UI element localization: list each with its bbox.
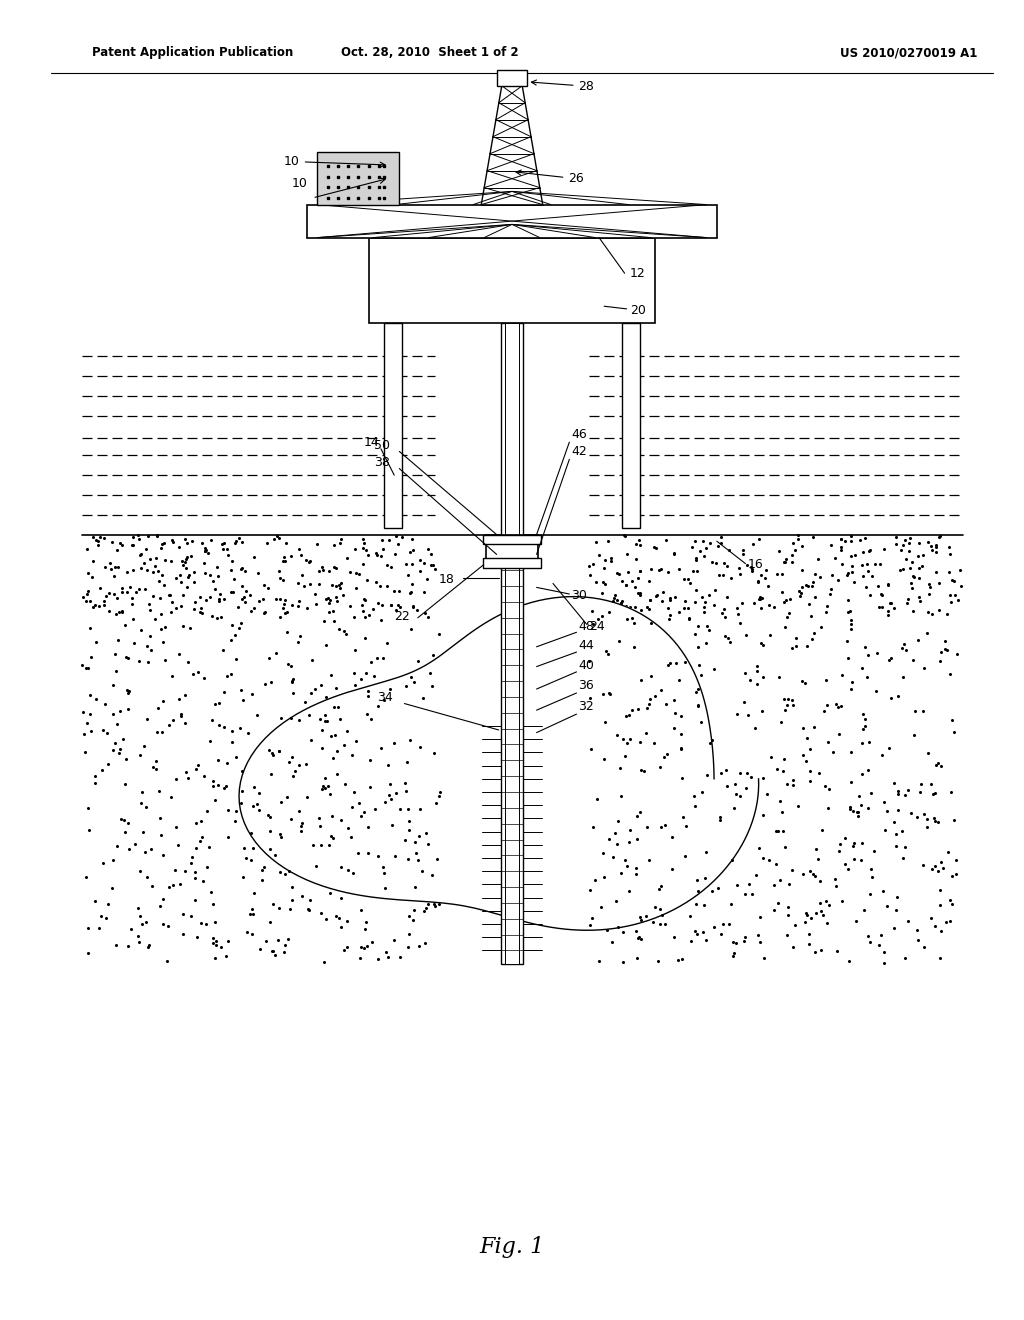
Text: 50: 50 [374, 438, 390, 451]
Text: 38: 38 [374, 455, 390, 469]
Text: 32: 32 [579, 700, 594, 713]
Bar [307, 205, 717, 238]
Text: 44: 44 [579, 639, 594, 652]
Text: 20: 20 [630, 304, 646, 317]
Bar [317, 152, 399, 205]
Text: 24: 24 [589, 619, 604, 632]
Text: 16: 16 [748, 557, 763, 570]
Bar [497, 70, 527, 86]
Bar [486, 535, 538, 568]
Text: 10: 10 [284, 154, 385, 168]
Bar [501, 323, 523, 964]
Bar [622, 323, 640, 528]
Text: 10: 10 [292, 177, 308, 190]
Text: 48: 48 [579, 619, 595, 632]
Text: 36: 36 [579, 678, 594, 692]
Bar [506, 323, 518, 964]
Text: 18: 18 [438, 573, 455, 586]
Text: 22: 22 [394, 610, 410, 623]
Text: 46: 46 [571, 428, 587, 441]
Bar [369, 238, 655, 323]
Text: Fig. 1: Fig. 1 [479, 1237, 545, 1258]
Text: US 2010/0270019 A1: US 2010/0270019 A1 [840, 46, 977, 59]
Text: 42: 42 [571, 445, 587, 458]
Text: Oct. 28, 2010  Sheet 1 of 2: Oct. 28, 2010 Sheet 1 of 2 [341, 46, 519, 59]
Bar [483, 535, 541, 544]
Text: 40: 40 [579, 659, 595, 672]
Text: 12: 12 [630, 267, 645, 280]
Bar [384, 323, 402, 528]
Bar [483, 558, 541, 568]
Text: 26: 26 [516, 170, 584, 185]
Text: 14: 14 [364, 436, 379, 449]
Text: 30: 30 [571, 589, 588, 602]
Polygon shape [239, 597, 759, 931]
Text: 34: 34 [377, 690, 392, 704]
Text: Patent Application Publication: Patent Application Publication [92, 46, 294, 59]
Text: 28: 28 [531, 79, 595, 92]
